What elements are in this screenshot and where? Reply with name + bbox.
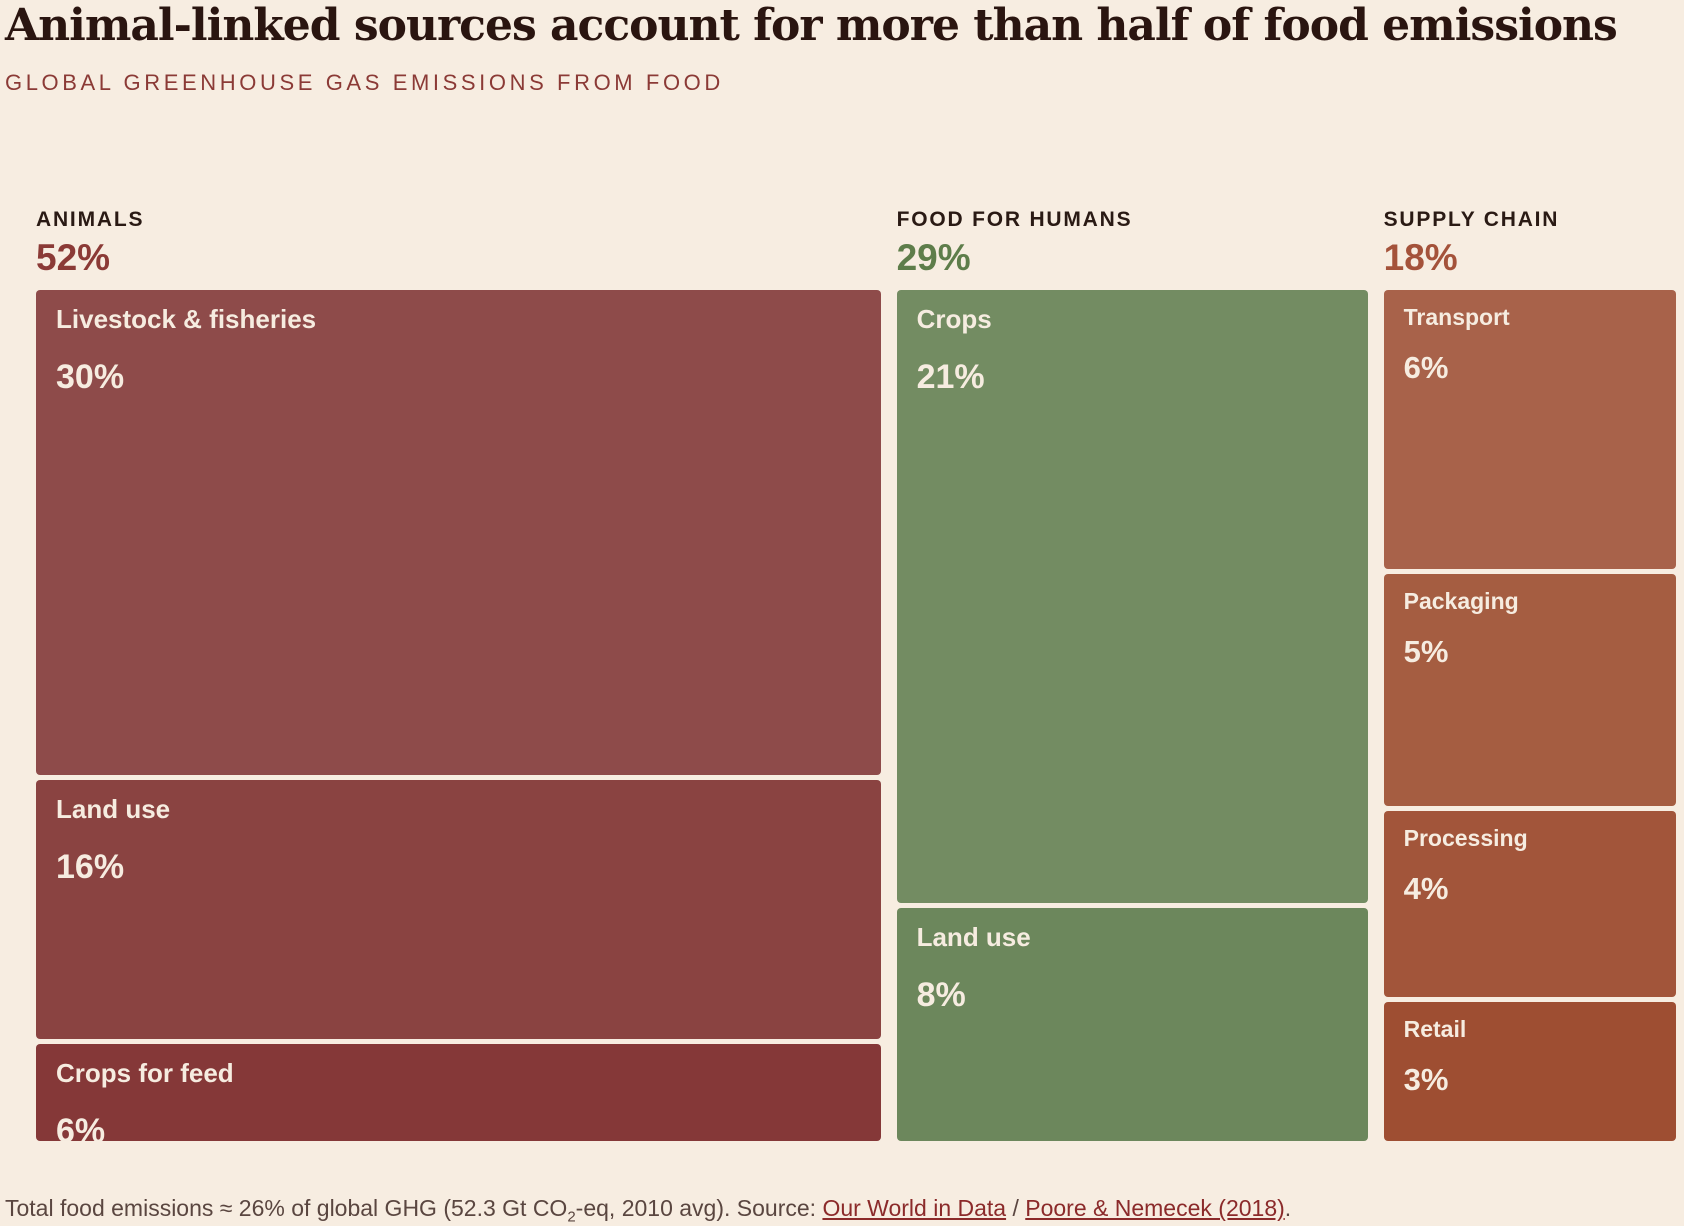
tile-value: 21% — [916, 358, 985, 396]
tile-supply-chain-packaging[interactable]: Packaging 5% — [1383, 573, 1676, 806]
group-total-supply-chain: 18% — [1383, 237, 1458, 278]
tile-animals-land-use[interactable]: Land use 16% — [36, 780, 881, 1039]
tile-value: 3% — [1403, 1061, 1449, 1097]
group-total-food-for-humans: 29% — [896, 237, 971, 278]
tile-supply-chain-processing[interactable]: Processing 4% — [1383, 810, 1676, 997]
tile-food-for-humans-land-use[interactable]: Land use 8% — [896, 907, 1368, 1141]
tile-value: 4% — [1403, 870, 1449, 906]
tile-animals-livestock-and-fisheries[interactable]: Livestock & fisheries 30% — [36, 290, 881, 776]
tile-value: 16% — [56, 848, 125, 887]
tile-value: 8% — [916, 975, 966, 1014]
group-name-animals: ANIMALS — [36, 208, 145, 231]
group-header-supply-chain: SUPPLY CHAIN 18% — [1384, 208, 1560, 280]
footnote: Total food emissions ≈ 26% of global GHG… — [5, 1195, 1291, 1226]
footnote-subscript: 2 — [567, 1208, 576, 1226]
tile-food-for-humans-crops[interactable]: Crops 21% — [896, 290, 1368, 903]
footnote-end: . — [1284, 1195, 1292, 1221]
tile-label: Crops — [916, 304, 992, 334]
tile-value: 6% — [56, 1111, 106, 1141]
chart-title: Animal-linked sources account for more t… — [5, 0, 1618, 51]
tile-label: Packaging — [1403, 587, 1519, 614]
chart-subtitle: GLOBAL GREENHOUSE GAS EMISSIONS FROM FOO… — [5, 70, 724, 95]
group-name-food-for-humans: FOOD FOR HUMANS — [896, 208, 1133, 231]
group-total-animals: 52% — [36, 237, 111, 278]
footnote-text: Total food emissions ≈ 26% of global GHG… — [5, 1195, 568, 1221]
tile-label: Land use — [916, 921, 1031, 952]
tile-value: 5% — [1403, 633, 1449, 669]
group-name-supply-chain: SUPPLY CHAIN — [1383, 208, 1560, 231]
footnote-text-2: -eq, 2010 avg). Source: — [575, 1195, 823, 1221]
tile-label: Retail — [1403, 1015, 1467, 1042]
tile-label: Land use — [56, 794, 171, 825]
group-header-food-for-humans: FOOD FOR HUMANS 29% — [897, 208, 1133, 280]
tile-label: Crops for feed — [56, 1057, 234, 1088]
tile-animals-crops-for-feed[interactable]: Crops for feed 6% — [36, 1043, 881, 1141]
tile-supply-chain-transport[interactable]: Transport 6% — [1383, 290, 1676, 569]
tile-label: Livestock & fisheries — [56, 304, 317, 334]
source-link-owid[interactable]: Our World in Data — [822, 1195, 1007, 1221]
group-header-animals: ANIMALS 52% — [36, 208, 144, 280]
tile-label: Processing — [1403, 824, 1528, 851]
tile-supply-chain-retail[interactable]: Retail 3% — [1383, 1001, 1676, 1141]
source-link-poore-nemecek[interactable]: Poore & Nemecek (2018) — [1025, 1195, 1285, 1221]
footnote-separator: / — [1006, 1195, 1026, 1221]
tile-value: 30% — [56, 358, 125, 396]
tile-label: Transport — [1403, 304, 1510, 330]
tile-value: 6% — [1403, 350, 1449, 385]
